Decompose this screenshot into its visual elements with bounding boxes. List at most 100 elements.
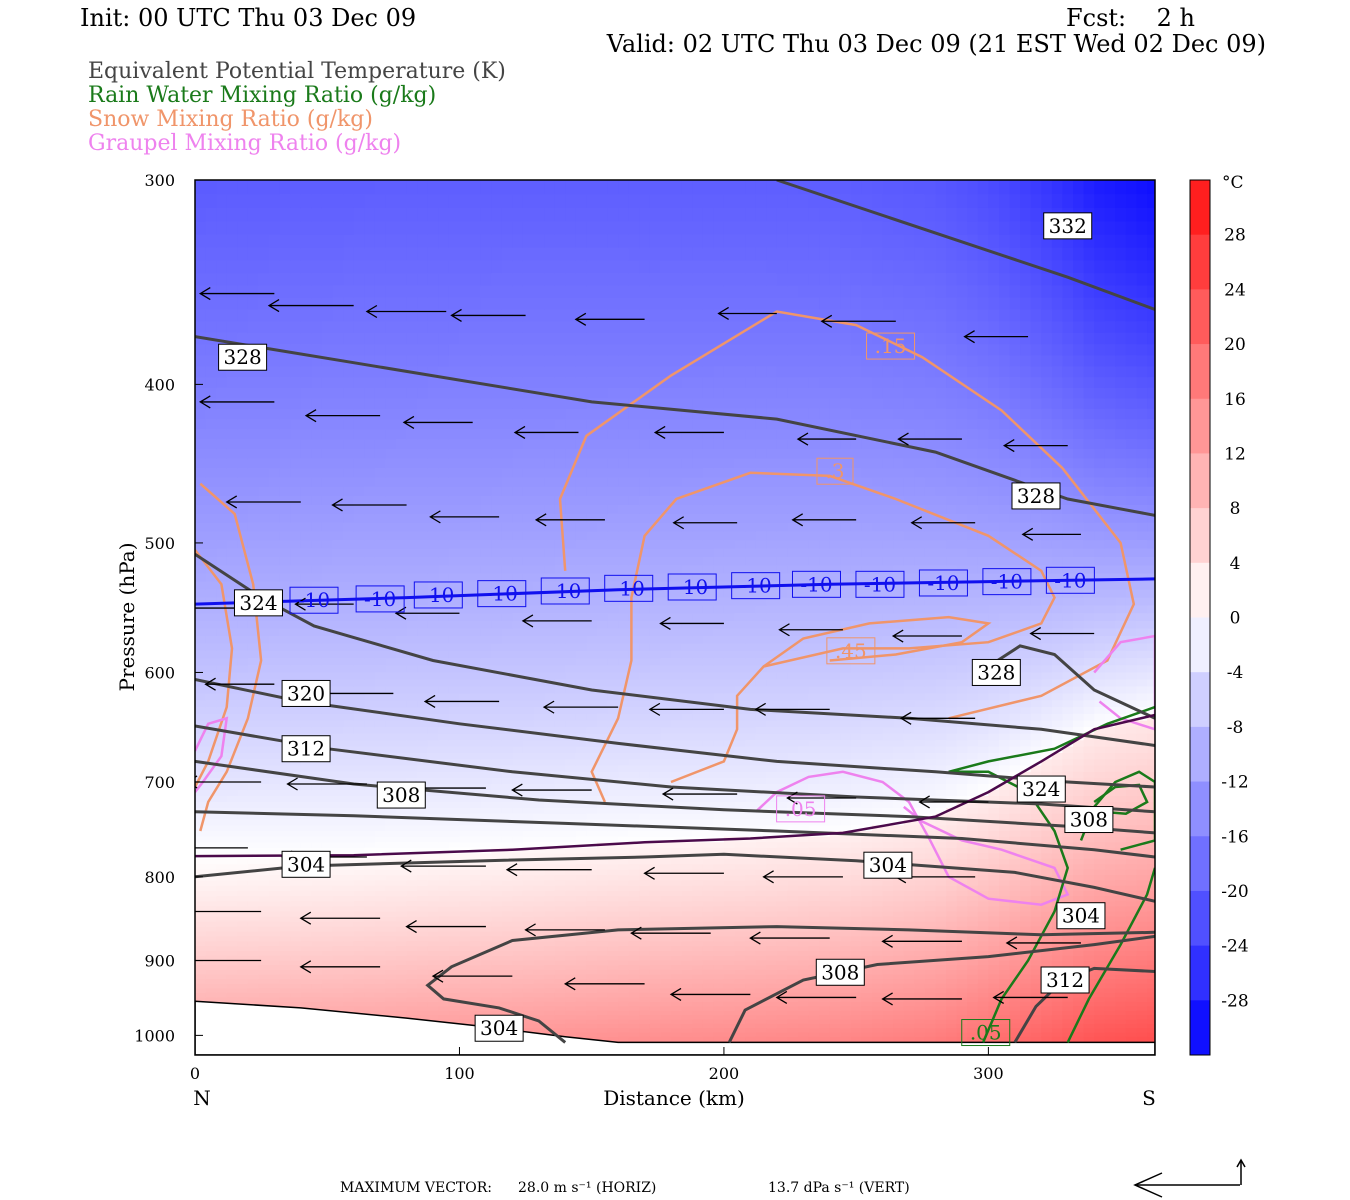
- temperature-cell: [501, 628, 513, 637]
- temperature-cell: [427, 796, 439, 803]
- temperature-cell: [343, 974, 355, 980]
- temperature-cell: [427, 650, 439, 659]
- temperature-cell: [226, 880, 238, 887]
- temperature-cell: [216, 965, 228, 971]
- temperature-cell: [438, 234, 450, 249]
- temperature-cell: [417, 911, 429, 918]
- temperature-cell: [258, 896, 270, 902]
- temperature-cell: [269, 746, 281, 754]
- temperature-cell: [459, 974, 471, 980]
- temperature-cell: [353, 746, 365, 754]
- temperature-cell: [321, 672, 334, 681]
- temperature-cell: [448, 836, 461, 843]
- temperature-cell: [480, 746, 492, 754]
- temperature-cell: [586, 458, 598, 469]
- temperature-cell: [353, 740, 365, 748]
- temperature-cell: [607, 548, 619, 558]
- temperature-cell: [607, 733, 619, 741]
- temperature-cell: [491, 802, 503, 809]
- temperature-cell: [491, 825, 503, 832]
- temperature-cell: [385, 377, 397, 389]
- temperature-cell: [565, 784, 577, 791]
- temperature-cell: [237, 693, 249, 701]
- temperature-cell: [258, 207, 270, 222]
- temperature-cell: [533, 636, 545, 644]
- temperature-cell: [491, 906, 503, 913]
- temperature-cell: [290, 285, 302, 299]
- temperature-cell: [247, 979, 260, 985]
- temperature-cell: [247, 332, 260, 345]
- temperature-cell: [438, 522, 450, 532]
- temperature-cell: [321, 819, 334, 826]
- temperature-cell: [374, 531, 386, 541]
- temperature-cell: [279, 548, 291, 558]
- temperature-cell: [343, 628, 355, 637]
- temperature-cell: [607, 355, 619, 367]
- temperature-cell: [353, 398, 365, 410]
- temperature-cell: [406, 836, 418, 843]
- temperature-cell: [195, 605, 207, 614]
- temperature-cell: [427, 643, 439, 652]
- temperature-cell: [205, 819, 217, 826]
- temperature-cell: [332, 522, 344, 532]
- temperature-cell: [586, 321, 598, 334]
- temperature-cell: [459, 419, 471, 430]
- temperature-cell: [364, 784, 376, 791]
- temperature-cell: [597, 505, 609, 515]
- temperature-cell: [195, 221, 207, 236]
- temperature-cell: [470, 916, 482, 923]
- temperature-cell: [607, 1006, 619, 1012]
- temperature-cell: [618, 194, 630, 209]
- temperature-cell: [396, 387, 408, 399]
- temperature-cell: [237, 969, 249, 976]
- temperature-cell: [406, 974, 418, 980]
- temperature-cell: [279, 398, 291, 410]
- temperature-cell: [470, 1010, 482, 1016]
- temperature-cell: [522, 672, 535, 681]
- temperature-cell: [618, 620, 630, 630]
- temperature-cell: [311, 531, 323, 541]
- temperature-cell: [195, 885, 207, 892]
- temperature-cell: [279, 807, 291, 815]
- temperature-cell: [364, 672, 376, 681]
- temperature-cell: [364, 344, 376, 356]
- temperature-cell: [459, 522, 471, 532]
- temperature-cell: [385, 650, 397, 659]
- temperature-cell: [586, 355, 598, 367]
- temperature-cell: [448, 946, 461, 952]
- temperature-cell: [396, 807, 408, 815]
- temperature-cell: [374, 819, 386, 826]
- temperature-cell: [501, 605, 513, 614]
- temperature-cell: [565, 531, 577, 541]
- forecast-hour: Fcst: 2 h: [1066, 4, 1195, 32]
- temperature-cell: [522, 858, 535, 865]
- temperature-cell: [396, 408, 408, 420]
- temperature-cell: [311, 880, 323, 887]
- temperature-cell: [195, 951, 207, 957]
- temperature-cell: [364, 285, 376, 299]
- temperature-cell: [364, 439, 376, 450]
- temperature-cell: [396, 273, 408, 287]
- temperature-cell: [586, 880, 598, 887]
- temperature-cell: [491, 540, 503, 550]
- temperature-cell: [544, 565, 556, 575]
- temperature-cell: [279, 522, 291, 532]
- temperature-cell: [586, 581, 598, 591]
- temperature-cell: [544, 234, 556, 249]
- temperature-cell: [247, 951, 260, 957]
- temperature-cell: [332, 398, 344, 410]
- temperature-cell: [575, 836, 587, 843]
- temperature-cell: [269, 753, 281, 760]
- temperature-cell: [406, 540, 418, 550]
- temperature-cell: [470, 448, 482, 460]
- temperature-cell: [417, 807, 429, 815]
- temperature-cell: [321, 522, 334, 532]
- temperature-cell: [353, 1001, 365, 1007]
- temperature-cell: [597, 581, 609, 591]
- temperature-cell: [480, 727, 492, 735]
- temperature-cell: [512, 505, 524, 515]
- temperature-cell: [618, 753, 630, 760]
- temperature-cell: [300, 784, 312, 791]
- temperature-cell: [226, 746, 238, 754]
- temperature-cell: [290, 713, 302, 722]
